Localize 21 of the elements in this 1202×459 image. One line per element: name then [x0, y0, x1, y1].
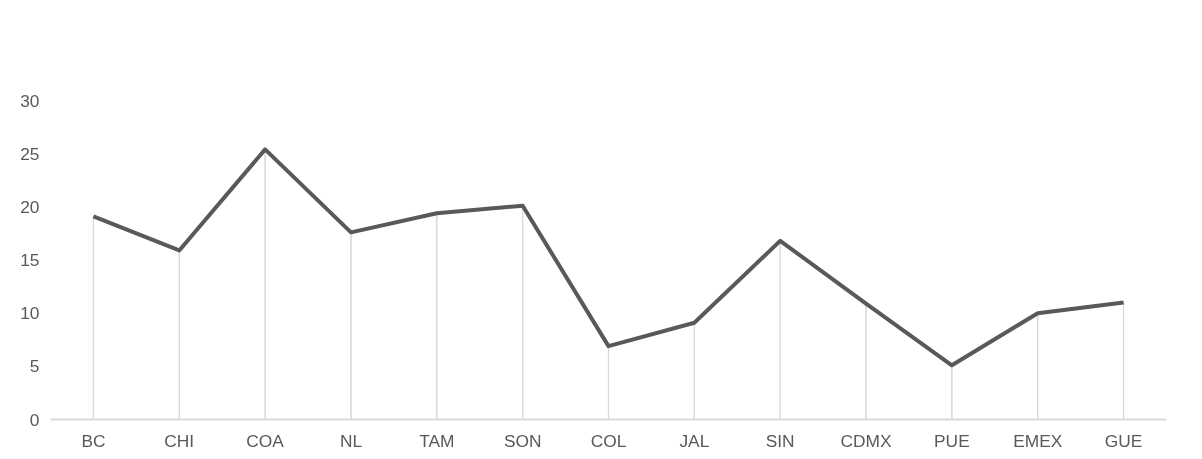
x-tick-label: CDMX	[840, 430, 892, 451]
line-series	[91, 147, 1126, 368]
x-tick-label: SIN	[765, 430, 795, 451]
x-tick-label: SON	[503, 430, 542, 451]
y-tick-label: 30	[20, 90, 40, 111]
y-tick-label: 25	[20, 143, 40, 164]
y-tick-label: 15	[20, 250, 40, 270]
x-tick-label: BC	[81, 430, 106, 451]
x-tick-label: EMEX	[1013, 430, 1063, 451]
x-tick-label: CHI	[164, 430, 195, 451]
x-tick-label: PUE	[934, 430, 970, 451]
y-tick-label: 20	[20, 196, 40, 217]
x-tick-label: NL	[339, 430, 363, 451]
y-tick-label: 0	[29, 409, 40, 430]
y-tick-label: 10	[20, 303, 40, 324]
x-tick-label: COL	[590, 430, 627, 451]
x-tick-label: COA	[246, 430, 285, 451]
x-tick-label: GUE	[1104, 430, 1143, 451]
x-tick-label: JAL	[679, 430, 710, 451]
y-tick-label: 5	[29, 356, 40, 377]
x-tick-label: TAM	[419, 430, 455, 451]
